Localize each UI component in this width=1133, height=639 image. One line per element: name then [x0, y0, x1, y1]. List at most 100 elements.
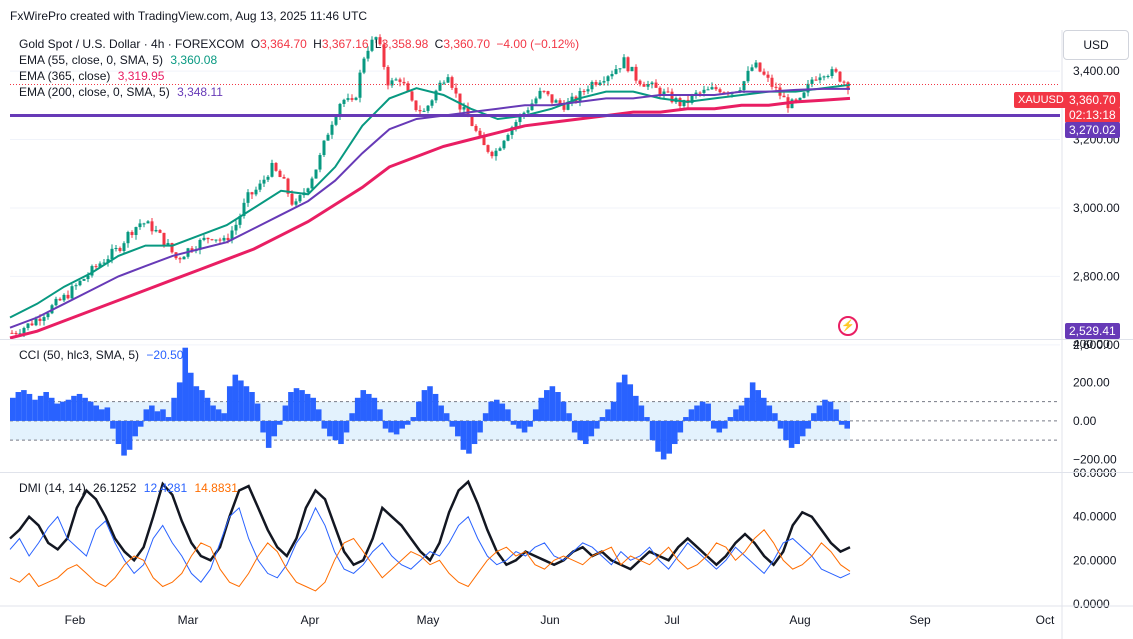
cci-bar [110, 420, 116, 429]
candle-body [798, 97, 802, 101]
cci-bar [126, 420, 133, 450]
cci-bar [315, 409, 322, 421]
cci-bar [616, 382, 622, 421]
cci-bar [421, 390, 428, 421]
cci-bar [594, 420, 600, 429]
candle-body [134, 227, 138, 236]
candle-body [458, 93, 462, 110]
candle-body [126, 232, 130, 244]
cci-bar [438, 405, 444, 421]
cci-bar [404, 420, 411, 425]
cci-bar [321, 420, 328, 429]
candle-body [534, 98, 538, 104]
cci-bar [87, 401, 94, 421]
main-y-tick-label: 2,800.00 [1073, 269, 1120, 283]
ema365-line [9, 96, 851, 340]
candle-body [714, 87, 718, 90]
cci-y-tick-label: −200.00 [1073, 452, 1117, 466]
cci-label: CCI (50, hlc3, SMA, 5) [19, 348, 140, 362]
time-axis-label: May [417, 613, 440, 627]
candle-body [422, 110, 426, 112]
candle-body [274, 162, 278, 171]
candle-body [554, 100, 558, 103]
cci-bar [705, 403, 711, 421]
cci-bar [99, 409, 105, 421]
candle-body [130, 232, 134, 236]
cci-bar [727, 417, 734, 421]
candle-body [598, 82, 602, 85]
ema200-value: 3,348.11 [177, 85, 223, 99]
candle-body [794, 99, 798, 101]
high-value: 3,367.16 [321, 37, 369, 51]
cci-bar [499, 403, 506, 421]
cci-bar [366, 393, 372, 421]
cci-bar [238, 380, 244, 421]
candle-body [590, 82, 594, 90]
cci-bar [493, 399, 500, 421]
cci-bar [449, 420, 456, 427]
candle-body [658, 87, 662, 96]
cci-bar [410, 417, 417, 421]
candle-body [670, 91, 674, 103]
pane-divider-cci[interactable] [0, 339, 1133, 340]
candle-body [474, 125, 478, 131]
candle-body [698, 92, 702, 94]
cci-bar [10, 397, 16, 421]
candle-body [358, 72, 362, 98]
low-value: 3,358.98 [381, 37, 429, 51]
candle-body [142, 223, 146, 225]
cci-bar [744, 397, 750, 421]
cci-bar [683, 417, 689, 421]
candle-body [442, 82, 446, 84]
pane-divider-dmi[interactable] [0, 472, 1133, 473]
candle-body [374, 37, 378, 40]
candle-body [842, 81, 846, 83]
cci-bar [60, 401, 66, 421]
cci-bar [538, 397, 545, 421]
cci-bar [738, 405, 745, 421]
dmi-label: DMI (14, 14) [19, 481, 86, 495]
cci-bar [621, 374, 628, 421]
candle-body [210, 239, 214, 241]
cci-bar [165, 417, 172, 421]
candle-body [38, 318, 42, 321]
cci-bar [76, 393, 83, 421]
candle-body [618, 68, 622, 70]
currency-button[interactable]: USD [1063, 30, 1129, 60]
candle-body [462, 106, 466, 110]
ema200-legend: EMA (200, close, 0, SMA, 5) 3,348.11 [19, 85, 223, 99]
minus-di-line [9, 529, 851, 592]
cci-bar [699, 401, 706, 421]
candle-body [394, 79, 398, 81]
cci-bar [332, 420, 339, 441]
candle-body [354, 97, 358, 100]
cci-bar [788, 420, 795, 448]
candle-body [114, 248, 118, 250]
cci-bar [671, 420, 678, 445]
cci-bar [783, 420, 789, 441]
candle-body [86, 275, 90, 280]
candle-body [158, 229, 162, 233]
candle-body [414, 100, 418, 111]
cci-bar [382, 420, 389, 429]
candle-body [650, 82, 654, 85]
candle-body [366, 50, 370, 59]
cci-bar [694, 405, 700, 421]
time-axis-label: Jun [540, 613, 559, 627]
close-label: C [434, 37, 444, 51]
lightning-icon[interactable]: ⚡ [838, 316, 858, 336]
adx-value: 26.1252 [93, 481, 137, 495]
cci-bar [282, 405, 289, 421]
candle-body [330, 124, 334, 135]
cci-bar [566, 413, 572, 421]
main-y-tick-label: 3,000.00 [1073, 201, 1120, 215]
cci-bar [327, 420, 333, 437]
candle-body [250, 192, 254, 195]
cci-y-tick-label: 200.00 [1073, 375, 1110, 389]
cci-bar [204, 397, 211, 421]
candle-body [782, 95, 786, 98]
cci-bar [416, 401, 422, 421]
cci-bar [466, 420, 472, 454]
candle-body [234, 224, 238, 231]
